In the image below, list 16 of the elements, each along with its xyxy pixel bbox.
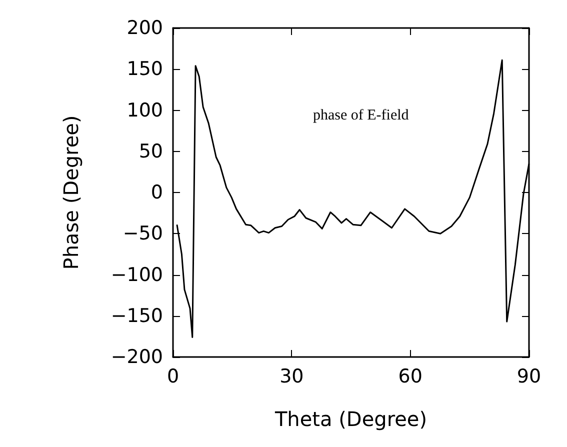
y-tick-label: 200 — [126, 17, 163, 39]
x-tick-label: 90 — [516, 366, 542, 388]
y-tick-label: −100 — [110, 264, 163, 286]
x-tick-label: 60 — [398, 366, 422, 388]
y-tick-label: −50 — [122, 222, 163, 245]
y-tick-label: 0 — [150, 182, 163, 204]
y-tick-label: 50 — [138, 140, 163, 162]
x-tick-label: 30 — [280, 366, 304, 388]
annotation: phase of E-field — [313, 108, 410, 124]
y-tick-label: −150 — [110, 304, 163, 327]
y-tick-label: 150 — [126, 58, 163, 80]
y-axis-title: Phase (Degree) — [59, 115, 83, 270]
x-tick-label: 0 — [166, 366, 180, 388]
y-tick-label: −200 — [110, 346, 163, 368]
y-tick-label: 100 — [126, 99, 163, 122]
x-axis-title: Theta (Degree) — [274, 407, 428, 431]
